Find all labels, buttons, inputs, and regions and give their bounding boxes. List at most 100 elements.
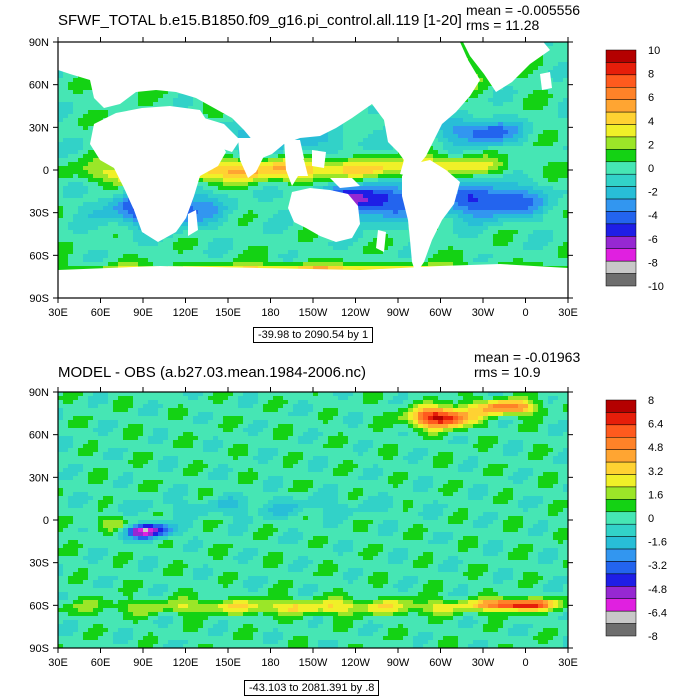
colorbar-label: 4.8 xyxy=(648,442,663,454)
colorbar-swatch xyxy=(605,223,637,237)
colorbar-label: -8 xyxy=(648,631,658,643)
colorbar-swatch xyxy=(605,548,637,562)
colorbar-swatch xyxy=(605,273,637,287)
panel-2-rms: rms = 10.9 xyxy=(474,364,541,380)
colorbar-label: -4.8 xyxy=(648,584,667,596)
colorbar-label: -2 xyxy=(648,187,658,199)
colorbar-swatch xyxy=(605,523,637,537)
lat-label: 0 xyxy=(43,165,49,177)
colorbar-swatch xyxy=(605,399,637,413)
colorbar-label: -6 xyxy=(648,234,658,246)
lon-label: 150W xyxy=(299,657,328,669)
lon-label: 150E xyxy=(215,307,241,319)
colorbar-swatch xyxy=(605,499,637,513)
lat-label: 0 xyxy=(43,515,49,527)
colorbar-label: 8 xyxy=(648,69,654,81)
lon-label: 90E xyxy=(133,657,153,669)
colorbar-label: -10 xyxy=(648,281,664,293)
colorbar-swatch xyxy=(605,173,637,187)
lon-label: 90W xyxy=(387,307,410,319)
lon-label: 60E xyxy=(91,657,111,669)
lat-label: 60N xyxy=(29,80,49,92)
colorbar-swatch xyxy=(605,149,637,163)
panel-1-range-label: -39.98 to 2090.54 by 1 xyxy=(253,327,374,343)
lon-label: 120E xyxy=(173,307,199,319)
map-panel-1: 90N 60N 30N 0 30S 60S 90S 30E 60E 90E 120E 150E 180 1… xyxy=(29,37,664,319)
colorbar-swatch xyxy=(605,62,637,76)
colorbar-label: 10 xyxy=(648,45,660,57)
colorbar-label: -3.2 xyxy=(648,560,667,572)
ocean-field-2 xyxy=(58,392,568,648)
colorbar-label: 0 xyxy=(648,163,654,175)
lon-label: 150W xyxy=(299,307,328,319)
lon-label: 120W xyxy=(341,307,370,319)
panel-2-range-label: -43.103 to 2081.391 by .8 xyxy=(244,680,380,696)
colorbar-label: -1.6 xyxy=(648,537,667,549)
colorbar-label: 8 xyxy=(648,395,654,407)
lat-label: 30S xyxy=(29,558,49,570)
colorbar-label: -8 xyxy=(648,257,658,269)
colorbar-swatch xyxy=(605,87,637,100)
colorbar-label: 2 xyxy=(648,139,654,151)
colorbar-label: 1.6 xyxy=(648,489,663,501)
colorbar-swatch xyxy=(605,511,637,525)
lat-label: 90S xyxy=(29,643,49,655)
colorbar-1: 10 8 6 4 2 0 -2 -4 -6 -8 -10 xyxy=(605,45,664,293)
panel-1-rms: rms = 11.28 xyxy=(466,17,540,33)
lon-label: 30E xyxy=(48,657,68,669)
colorbar-swatch xyxy=(605,49,637,63)
lat-label: 90N xyxy=(29,387,49,399)
lon-label: 30W xyxy=(472,657,495,669)
colorbar-swatch xyxy=(605,586,637,599)
lon-label: 30W xyxy=(472,307,495,319)
colorbar-label: 0 xyxy=(648,513,654,525)
colorbar-swatch xyxy=(605,412,637,426)
colorbar-swatch xyxy=(605,449,637,463)
colorbar-swatch xyxy=(605,486,637,500)
colorbar-swatch xyxy=(605,424,637,438)
colorbar-swatch xyxy=(605,161,637,175)
lon-label: 180 xyxy=(261,657,279,669)
colorbar-swatch xyxy=(605,260,637,274)
lat-label: 60N xyxy=(29,430,49,442)
colorbar-swatch xyxy=(605,186,637,200)
colorbar-swatch xyxy=(605,248,637,262)
lon-label: 60E xyxy=(91,307,111,319)
lat-label: 30S xyxy=(29,208,49,220)
lon-label: 120E xyxy=(173,657,199,669)
lat-label: 90S xyxy=(29,293,49,305)
land-mask-1 xyxy=(58,42,568,298)
colorbar-swatch xyxy=(605,136,637,150)
colorbar-label: 6.4 xyxy=(648,419,663,431)
colorbar-swatch xyxy=(605,474,637,488)
colorbar-swatch xyxy=(605,536,637,550)
colorbar-swatch xyxy=(605,461,637,475)
lon-label: 180 xyxy=(261,307,279,319)
colorbar-swatch xyxy=(605,573,637,587)
map-panel-2: 90N 60N 30N 0 30S 60S 90S 30E 60E 90E 120E 150E 180 1… xyxy=(29,387,667,669)
colorbar-swatch xyxy=(605,561,637,575)
lon-label: 30E xyxy=(48,307,68,319)
lon-label: 0 xyxy=(522,657,528,669)
colorbar-swatch xyxy=(605,598,637,612)
lon-label: 90W xyxy=(387,657,410,669)
colorbar-swatch xyxy=(605,74,637,88)
lon-label: 30E xyxy=(558,657,578,669)
colorbar-swatch xyxy=(605,610,637,624)
colorbar-label: -6.4 xyxy=(648,607,667,619)
panel-1-title: SFWF_TOTAL b.e15.B1850.f09_g16.pi_contro… xyxy=(58,12,462,29)
panel-1-mean: mean = -0.005556 xyxy=(466,2,581,18)
lat-label: 90N xyxy=(29,37,49,49)
lon-label: 90E xyxy=(133,307,153,319)
lat-label: 60S xyxy=(29,250,49,262)
colorbar-label: 3.2 xyxy=(648,466,663,478)
lat-label: 30N xyxy=(29,472,49,484)
lat-label: 60S xyxy=(29,600,49,612)
colorbar-swatch xyxy=(605,198,637,212)
colorbar-swatch xyxy=(605,437,637,450)
lon-label: 150E xyxy=(215,657,241,669)
lat-label: 30N xyxy=(29,122,49,134)
colorbar-swatch xyxy=(605,623,637,637)
colorbar-label: -4 xyxy=(648,210,658,222)
